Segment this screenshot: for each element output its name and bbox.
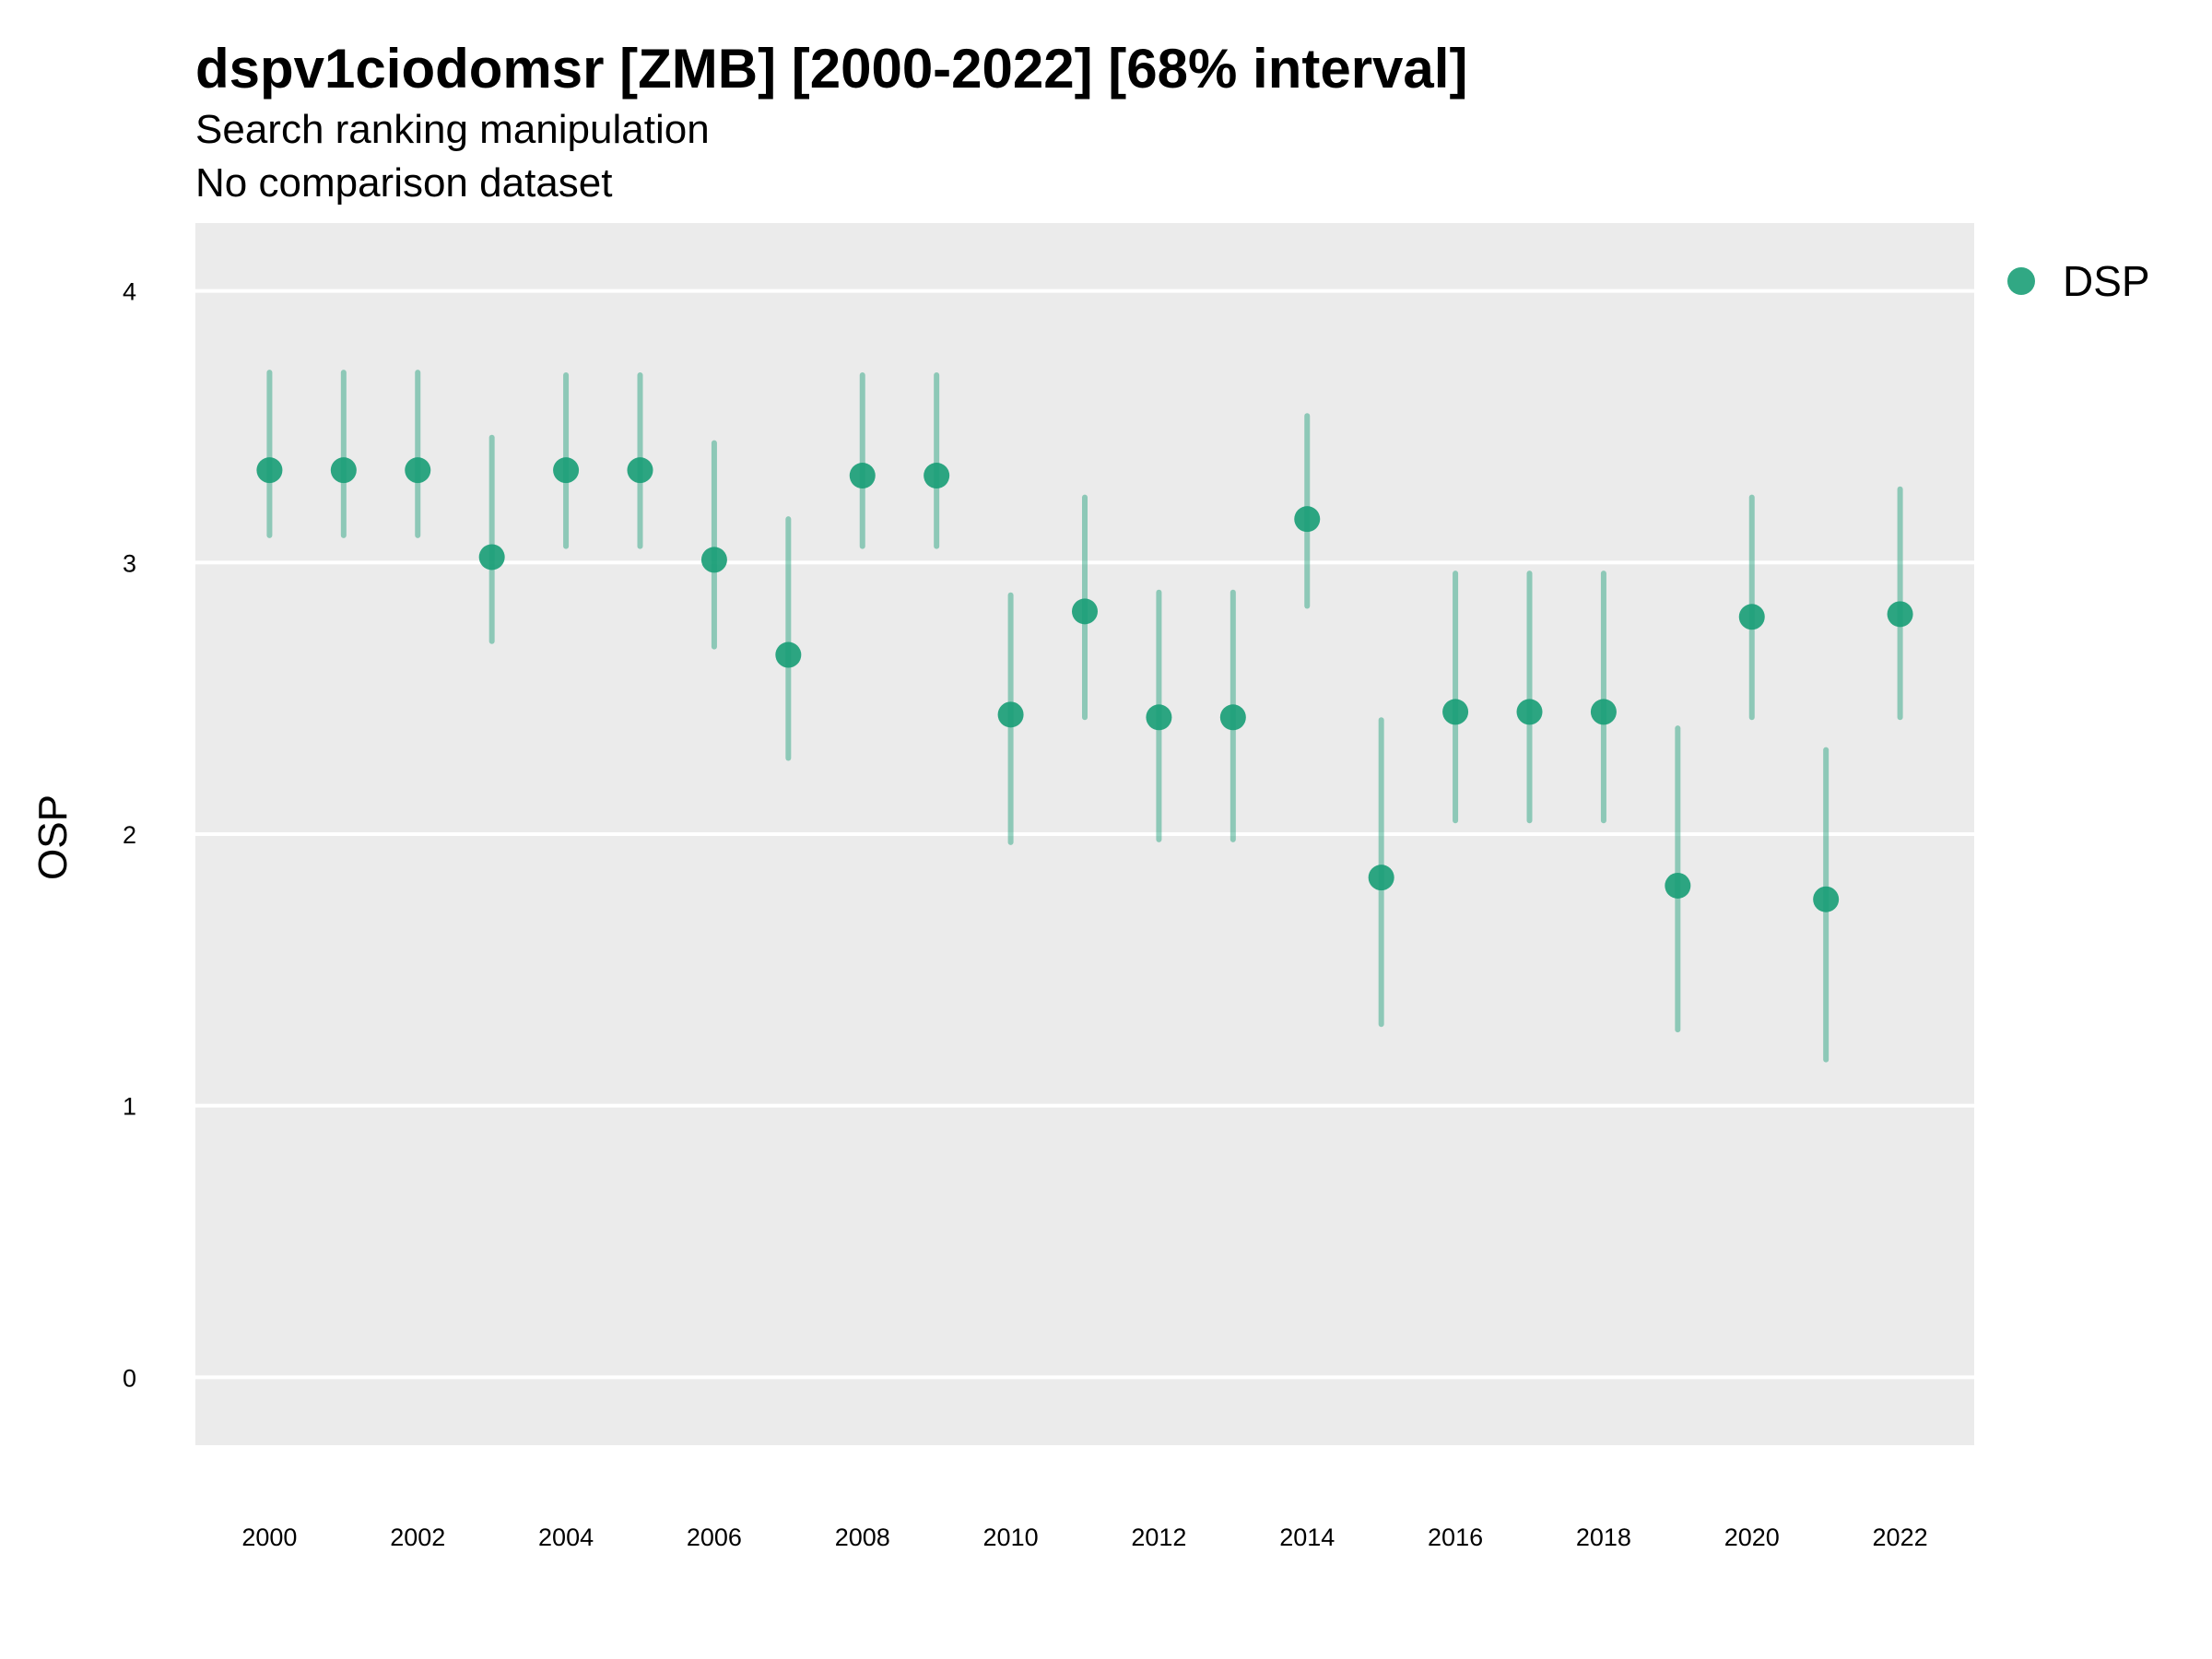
data-point-2011 bbox=[1072, 598, 1098, 625]
x-tick-label: 2010 bbox=[983, 1524, 1039, 1551]
data-point-2003 bbox=[478, 544, 505, 571]
x-tick-label: 2022 bbox=[1873, 1524, 1928, 1551]
data-point-2007 bbox=[775, 641, 802, 668]
y-tick-label: 4 bbox=[123, 278, 136, 306]
data-point-2004 bbox=[553, 457, 580, 484]
data-point-2016 bbox=[1442, 699, 1469, 725]
data-point-2021 bbox=[1813, 886, 1840, 912]
data-point-2008 bbox=[849, 463, 876, 489]
data-point-2017 bbox=[1516, 699, 1543, 725]
x-tick-label: 2002 bbox=[390, 1524, 445, 1551]
legend-dsp-key bbox=[2007, 267, 2035, 295]
data-point-2019 bbox=[1665, 872, 1691, 899]
data-point-2020 bbox=[1738, 604, 1765, 630]
data-point-2014 bbox=[1294, 506, 1321, 533]
x-tick-label: 2006 bbox=[687, 1524, 742, 1551]
x-tick-label: 2016 bbox=[1428, 1524, 1483, 1551]
x-tick-label: 2018 bbox=[1576, 1524, 1631, 1551]
data-point-2012 bbox=[1146, 704, 1172, 731]
data-point-2018 bbox=[1590, 699, 1617, 725]
data-point-2005 bbox=[627, 457, 653, 484]
x-tick-label: 2014 bbox=[1279, 1524, 1335, 1551]
x-tick-label: 2020 bbox=[1724, 1524, 1780, 1551]
legend: DSP bbox=[2007, 256, 2150, 306]
data-point-2015 bbox=[1368, 865, 1394, 891]
x-tick-label: 2004 bbox=[538, 1524, 594, 1551]
y-tick-label: 2 bbox=[123, 821, 136, 849]
legend-dsp-label: DSP bbox=[2063, 257, 2150, 305]
y-tick-label: 1 bbox=[123, 1093, 136, 1121]
data-point-2001 bbox=[330, 457, 357, 484]
y-tick-label: 3 bbox=[123, 549, 136, 577]
x-tick-label: 2008 bbox=[835, 1524, 890, 1551]
data-point-2006 bbox=[700, 547, 727, 573]
x-tick-label: 2000 bbox=[241, 1524, 297, 1551]
data-point-2022 bbox=[1887, 601, 1913, 628]
chart-title: dspv1ciodomsr [ZMB] [2000-2022] [68% int… bbox=[195, 38, 1468, 100]
y-tick-label: 0 bbox=[123, 1364, 136, 1392]
data-point-2000 bbox=[256, 457, 283, 484]
x-tick-label: 2012 bbox=[1131, 1524, 1186, 1551]
data-point-2010 bbox=[997, 701, 1024, 728]
chart-subtitle: Search ranking manipulation bbox=[195, 107, 710, 152]
chart-subtitle-comparison: No comparison dataset bbox=[195, 160, 613, 206]
data-point-2009 bbox=[924, 463, 950, 489]
data-point-2002 bbox=[405, 457, 431, 484]
data-point-2013 bbox=[1219, 704, 1246, 731]
